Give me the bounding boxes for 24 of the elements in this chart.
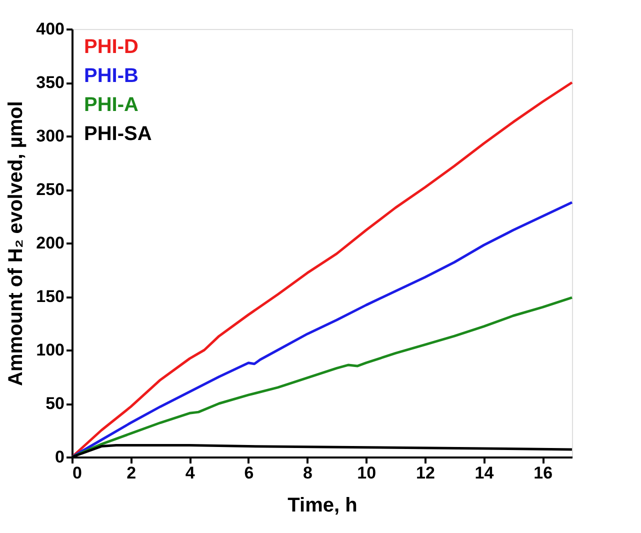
y-tick-label: 300 xyxy=(36,126,64,146)
y-tick-label: 50 xyxy=(46,394,64,413)
x-tick-label: 12 xyxy=(416,464,435,482)
y-tick-label: 150 xyxy=(36,287,64,306)
x-tick-label: 16 xyxy=(534,464,553,482)
x-tick-label: 6 xyxy=(244,464,254,482)
x-tick-label: 2 xyxy=(126,464,136,482)
y-tick-label: 0 xyxy=(55,448,64,466)
y-tick-label: 250 xyxy=(36,180,64,199)
y-tick-label: 400 xyxy=(36,20,64,38)
y-axis-title: Ammount of H₂ evolved, µmol xyxy=(5,101,28,386)
text: PHI-B xyxy=(84,65,138,87)
y-tick-label: 350 xyxy=(36,73,64,92)
y-tick-label: 200 xyxy=(36,234,64,252)
x-tick-label: 10 xyxy=(357,464,376,482)
text: PHI-A xyxy=(84,94,138,116)
text: PHI-D xyxy=(84,36,138,58)
x-tick-label: 4 xyxy=(185,464,196,482)
x-tick-label: 14 xyxy=(474,464,494,482)
y-tick-label: 100 xyxy=(36,340,64,360)
x-tick-label: 0 xyxy=(72,464,82,482)
x-tick-label: 8 xyxy=(303,464,313,482)
text: PHI-SA xyxy=(84,123,152,145)
x-axis-title: Time, h xyxy=(288,494,358,516)
